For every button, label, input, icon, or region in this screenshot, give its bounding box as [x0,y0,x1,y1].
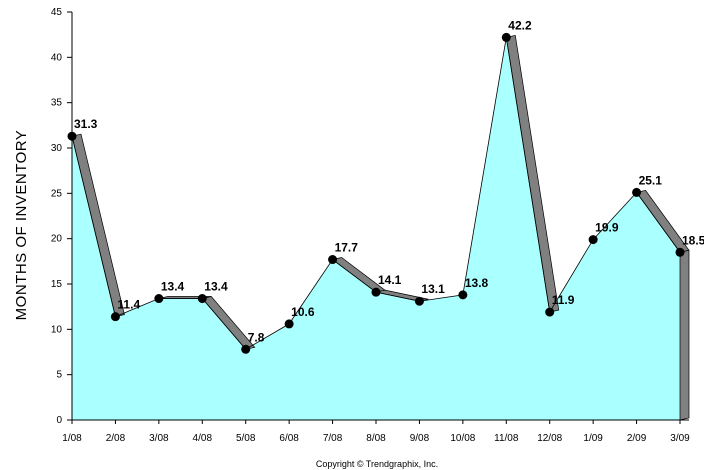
data-point [458,290,468,300]
data-label: 31.3 [74,117,98,131]
data-point [328,255,338,265]
data-point [588,235,598,245]
x-tick-label: 2/08 [106,433,126,444]
data-label: 11.4 [117,298,140,312]
x-tick-label: 8/08 [366,433,386,444]
x-tick-label: 12/08 [537,433,562,444]
data-point [241,344,251,354]
axis-layer: 0 5 10 15 20 25 30 35 40 45 1/08 2/08 3/08 4/08 5/08 6/… [51,7,690,444]
x-tick-label: 2/09 [627,433,647,444]
data-point [154,294,164,304]
x-tick-label: 9/08 [410,433,430,444]
data-label: 25.1 [639,173,663,187]
data-point [501,32,511,42]
data-label: 13.8 [465,276,489,290]
y-tick-label: 15 [51,279,63,290]
shadow-layer [71,34,690,421]
x-tick-label: 4/08 [193,433,213,444]
data-point [67,131,77,141]
data-label: 19.9 [595,221,619,235]
data-point [675,247,685,257]
y-tick-label: 20 [51,234,63,245]
marker-layer [67,32,685,354]
data-label: 7.8 [248,330,265,344]
data-point [371,287,381,297]
data-label: 14.1 [378,273,402,287]
data-point [284,319,294,329]
data-point [110,312,120,322]
y-tick-label: 25 [51,188,63,199]
y-tick-label: 10 [51,324,63,335]
data-label: 18.5 [682,233,704,247]
data-label: 13.4 [204,280,228,294]
y-axis-title: MONTHS OF INVENTORY [13,130,30,321]
x-tick-label: 5/08 [236,433,256,444]
y-tick-label: 30 [51,143,63,154]
y-tick-label: 0 [56,415,62,426]
x-tick-label: 3/08 [149,433,169,444]
data-label: 42.2 [508,18,532,32]
shadow-edge [679,249,690,421]
x-tick-label: 1/08 [62,433,82,444]
x-tick-label: 3/09 [670,433,690,444]
y-tick-label: 45 [51,7,63,18]
y-tick-label: 5 [56,370,62,381]
x-tick-label: 1/09 [583,433,603,444]
data-label: 10.6 [291,305,315,319]
copyright-text: Copyright © Trendgraphix, Inc. [316,459,438,469]
x-tick-label: 6/08 [279,433,299,444]
label-layer: 31.3 11.4 13.4 13.4 7.8 10.6 17.7 14.1 13.1 13.8 4… [74,18,704,344]
x-tick-label: 7/08 [323,433,343,444]
data-label: 13.1 [421,282,445,296]
x-tick-label: 11/08 [494,433,519,444]
data-label: 13.4 [161,280,185,294]
data-label: 17.7 [335,241,359,255]
data-point [545,307,555,317]
x-tick-label: 10/08 [450,433,475,444]
data-point [632,187,642,197]
area-fill [72,37,680,421]
data-point [414,296,424,306]
y-tick-label: 40 [51,52,63,63]
data-label: 11.9 [552,293,575,307]
data-point [197,294,207,304]
y-tick-label: 35 [51,98,63,109]
area-layer [72,37,680,421]
